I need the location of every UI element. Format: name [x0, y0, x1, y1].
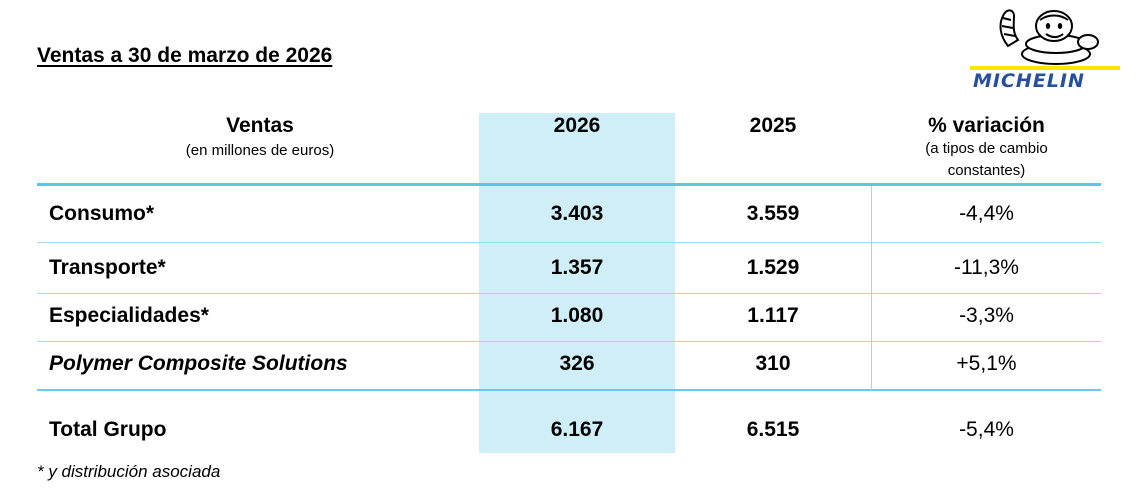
- value-2026: 1.357: [550, 256, 604, 279]
- value-2025: 3.559: [746, 202, 800, 225]
- header-variation: % variación (a tipos de cambio constante…: [872, 114, 1101, 182]
- header-variation-main: % variación: [928, 114, 1045, 137]
- row-label: Especialidades*: [49, 304, 209, 327]
- header-label-main: Ventas: [226, 114, 294, 137]
- header-label: Ventas (en millones de euros): [120, 114, 400, 162]
- column-divider: [871, 186, 872, 390]
- table-row: Polymer Composite Solutions 326 310 +5,1…: [0, 349, 1140, 379]
- row-label: Consumo*: [49, 202, 154, 225]
- page-title: Ventas a 30 de marzo de 2026: [37, 44, 333, 67]
- total-divider: [37, 389, 1101, 391]
- value-variation: -4,4%: [959, 202, 1014, 225]
- table-row: Transporte* 1.357 1.529 -11,3%: [0, 253, 1140, 283]
- row-divider: [37, 341, 1101, 342]
- logo-stripe: [970, 66, 1120, 70]
- header-2025: 2025: [749, 114, 797, 137]
- header-divider: [37, 183, 1101, 186]
- column-2026-highlight: [479, 113, 675, 453]
- value-variation: -11,3%: [954, 256, 1019, 279]
- value-2025: 1.529: [746, 256, 800, 279]
- value-2026: 3.403: [550, 202, 604, 225]
- value-2026: 1.080: [550, 304, 604, 327]
- value-variation: +5,1%: [956, 352, 1017, 375]
- total-2025: 6.515: [746, 418, 800, 441]
- total-2026: 6.167: [550, 418, 604, 441]
- table-row: Consumo* 3.403 3.559 -4,4%: [0, 199, 1140, 229]
- header-label-sub: (en millones de euros): [185, 142, 335, 159]
- row-divider: [37, 242, 1101, 243]
- table-row: Especialidades* 1.080 1.117 -3,3%: [0, 301, 1140, 331]
- brand-wordmark: MICHELIN: [973, 70, 1085, 92]
- michelin-logo: MICHELIN: [970, 6, 1125, 92]
- michelin-man-icon: [999, 9, 1099, 65]
- row-divider: [37, 293, 1101, 294]
- header-2026: 2026: [553, 114, 601, 137]
- total-label: Total Grupo: [49, 418, 167, 441]
- row-label: Transporte*: [49, 256, 166, 279]
- header-variation-sub1: (a tipos de cambio: [925, 140, 1048, 157]
- footnote: * y distribución asociada: [37, 462, 221, 481]
- value-2025: 1.117: [747, 304, 799, 327]
- value-2025: 310: [755, 352, 791, 375]
- value-variation: -3,3%: [959, 304, 1014, 327]
- row-label: Polymer Composite Solutions: [49, 352, 348, 375]
- total-variation: -5,4%: [959, 418, 1014, 441]
- header-variation-sub2: constantes): [947, 162, 1026, 179]
- total-row: Total Grupo 6.167 6.515 -5,4%: [0, 415, 1140, 445]
- value-2026: 326: [559, 352, 595, 375]
